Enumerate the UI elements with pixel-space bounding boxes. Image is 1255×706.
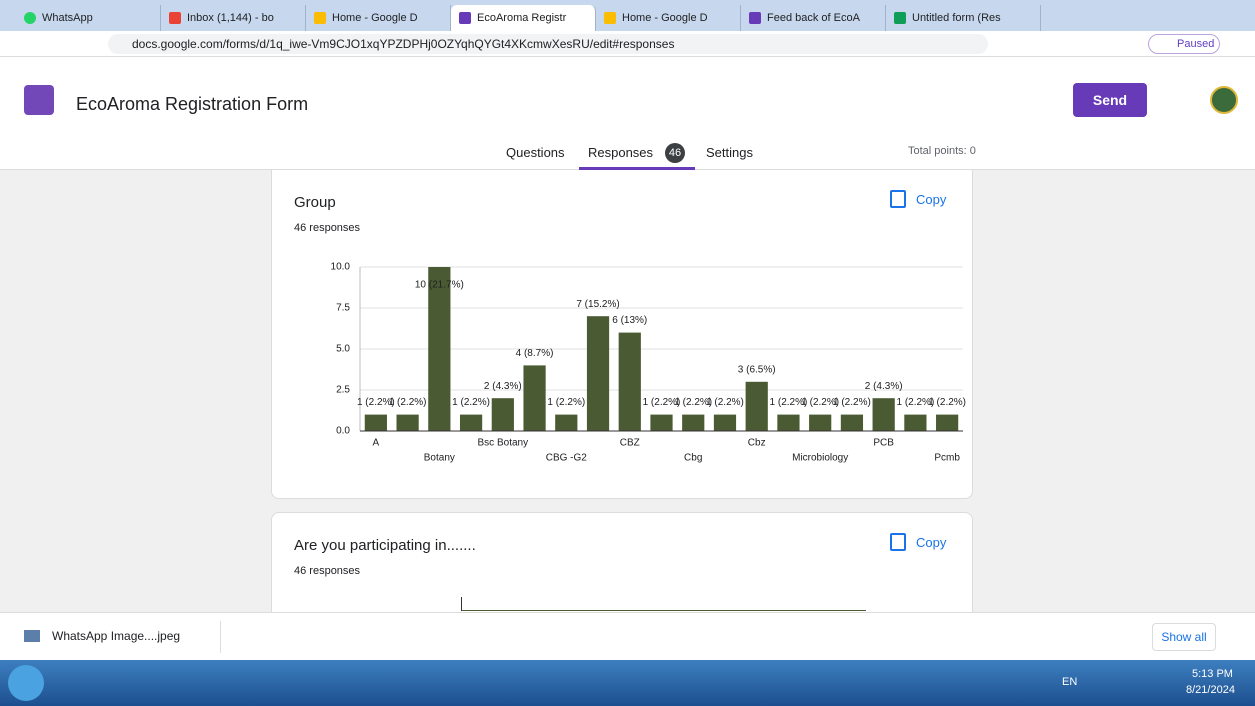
tab-title: Home - Google D <box>622 12 708 24</box>
tab[interactable]: Untitled form (Res <box>886 5 1041 31</box>
bar <box>587 316 609 431</box>
x-tick-label: Pcmb <box>934 453 960 464</box>
data-label: 3 (6.5%) <box>738 364 776 375</box>
language[interactable]: EN <box>1062 676 1077 688</box>
tab-title: Untitled form (Res <box>912 12 1001 24</box>
data-label: 2 (4.3%) <box>484 381 522 392</box>
x-tick-label: Microbiology <box>792 453 848 464</box>
responses-tab[interactable]: Responses <box>588 145 653 160</box>
question-card: Are you participating in....... 46 respo… <box>271 512 973 622</box>
bar <box>428 267 450 431</box>
x-tick-label: A <box>373 438 380 449</box>
bar <box>523 365 545 431</box>
y-tick-label: 10.0 <box>331 262 351 273</box>
avatar[interactable] <box>1210 86 1238 114</box>
bar <box>777 415 799 431</box>
bar <box>809 415 831 431</box>
x-tick-label: CBZ <box>620 438 640 449</box>
data-label: 1 (2.2%) <box>706 397 744 408</box>
tab-title: Home - Google D <box>332 12 418 24</box>
y-tick-label: 7.5 <box>336 303 350 314</box>
questions-tab[interactable]: Questions <box>506 145 565 160</box>
bar <box>492 398 514 431</box>
clock-time[interactable]: 5:13 PM <box>1192 668 1233 680</box>
screen: {"browser": {"tabs": ["WhatsApp", "Inbox… <box>0 0 1255 706</box>
data-label: 1 (2.2%) <box>928 397 966 408</box>
question-title: Are you participating in....... <box>294 537 476 554</box>
bar <box>365 415 387 431</box>
bar <box>746 382 768 431</box>
bar <box>682 415 704 431</box>
send-button[interactable]: Send <box>1073 83 1147 117</box>
response-count: 46 responses <box>294 222 360 234</box>
url[interactable]: docs.google.com/forms/d/1q_iwe-Vm9CJO1xq… <box>108 34 988 54</box>
question-title: Group <box>294 194 336 211</box>
bar <box>873 398 895 431</box>
divider <box>220 621 221 653</box>
data-label: 6 (13%) <box>612 315 647 326</box>
response-count: 46 responses <box>294 565 360 577</box>
page: EcoAroma Registration Form html, body { … <box>0 0 1255 706</box>
forms-icon <box>24 85 54 115</box>
tab[interactable]: WhatsApp <box>16 5 161 31</box>
tab[interactable]: Home - Google D <box>306 5 451 31</box>
data-label: 4 (8.7%) <box>516 348 554 359</box>
download-bar: WhatsApp Image....jpeg Show all <box>0 612 1255 660</box>
settings-tab[interactable]: Settings <box>706 145 753 160</box>
bar <box>460 415 482 431</box>
response-count: 46 <box>665 143 685 163</box>
chart-preview <box>461 597 866 611</box>
tab-title: Inbox (1,144) - bo <box>187 12 274 24</box>
data-label: 1 (2.2%) <box>833 397 871 408</box>
data-label: 1 (2.2%) <box>547 397 585 408</box>
x-tick-label: Cbz <box>748 438 766 449</box>
form-header: EcoAroma Registration Form Send Question… <box>0 57 1255 170</box>
x-tick-label: Botany <box>424 453 455 464</box>
bar <box>714 415 736 431</box>
tab-title: EcoAroma Registr <box>477 12 566 24</box>
y-tick-label: 2.5 <box>336 385 350 396</box>
file-icon <box>24 630 40 642</box>
bar <box>555 415 577 431</box>
bar <box>650 415 672 431</box>
copy-button[interactable]: Copy <box>890 535 946 550</box>
download-item[interactable]: WhatsApp Image....jpeg <box>52 629 180 643</box>
y-tick-label: 0.0 <box>336 426 350 437</box>
profile-button[interactable]: Paused <box>1148 34 1220 54</box>
x-tick-label: Cbg <box>684 453 702 464</box>
total-points: Total points: 0 <box>908 145 976 157</box>
bar <box>619 333 641 431</box>
tab[interactable]: Home - Google D <box>596 5 741 31</box>
form-title[interactable]: EcoAroma Registration Form <box>76 94 308 115</box>
data-label: 1 (2.2%) <box>452 397 490 408</box>
bar <box>904 415 926 431</box>
tab-title: WhatsApp <box>42 12 93 24</box>
tab-bar: WhatsApp Inbox (1,144) - bo Home - Googl… <box>0 0 1255 31</box>
tab-title: Feed back of EcoA <box>767 12 860 24</box>
copy-button[interactable]: Copy <box>890 192 946 207</box>
data-label: 1 (2.2%) <box>389 397 427 408</box>
data-label: 7 (15.2%) <box>576 299 619 310</box>
address-bar: docs.google.com/forms/d/1q_iwe-Vm9CJO1xq… <box>0 31 1255 57</box>
y-tick-label: 5.0 <box>336 344 350 355</box>
tab[interactable]: Feed back of EcoA <box>741 5 886 31</box>
data-label: 2 (4.3%) <box>865 381 903 392</box>
tab[interactable]: EcoAroma Registr <box>451 5 596 31</box>
x-tick-label: PCB <box>873 438 894 449</box>
bar-chart: 0.0 2.5 5.0 7.5 10.0 1 (2.2%) A 1 (2.2%) 10 (21.… <box>280 250 970 475</box>
tab[interactable]: Inbox (1,144) - bo <box>161 5 306 31</box>
bar <box>396 415 418 431</box>
clock-date[interactable]: 8/21/2024 <box>1186 684 1235 696</box>
taskbar: EN 5:13 PM 8/21/2024 <box>0 660 1255 706</box>
bar <box>936 415 958 431</box>
start-button[interactable] <box>8 665 44 701</box>
x-tick-label: Bsc Botany <box>478 438 529 449</box>
bar <box>841 415 863 431</box>
show-all-button[interactable]: Show all <box>1152 623 1216 651</box>
data-label: 10 (21.7%) <box>415 280 464 291</box>
x-tick-label: CBG -G2 <box>546 453 588 464</box>
